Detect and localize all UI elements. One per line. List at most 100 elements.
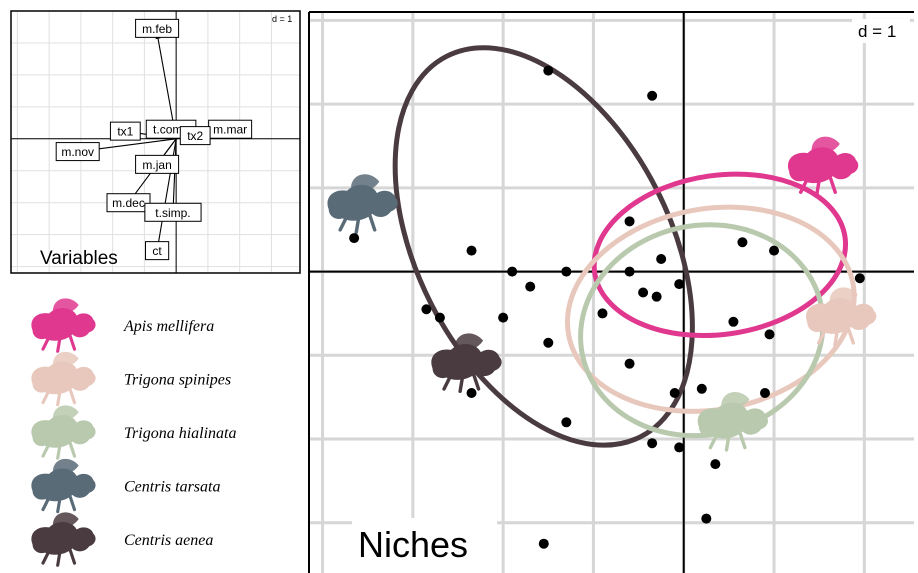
niche-points [349,65,865,549]
niches-scale-label: d = 1 [858,22,896,41]
niche-silhouette-apis-mellifera [788,136,859,197]
variable-label-m-nov-box [55,142,100,162]
niche-point [349,233,360,244]
legend-label-centris-aenea: Centris aenea [124,532,213,549]
niche-point [543,337,554,348]
bee-body [31,308,96,341]
variable-label-m-jan: m.jan [142,158,171,172]
bee-body [31,415,96,448]
niche-ellipse-centris-aenea [392,45,695,448]
bee-legs [817,327,855,347]
bee-legs [442,373,481,393]
legend-icon-centris-tarsata [31,458,96,514]
bee-body [697,402,768,439]
bee-legs [41,388,77,407]
niche-point [638,287,649,298]
bee-body [31,468,96,502]
niche-point [624,358,635,369]
bee-body [431,344,502,380]
bee-body [788,147,859,184]
niche-ellipse-apis-mellifera [591,171,849,339]
legend-label-apis-mellifera: Apis mellifera [123,318,214,335]
variable-label-tx1-box [109,121,141,141]
niche-point [647,90,658,101]
niches-axes [309,12,914,573]
niche-silhouettes [327,136,877,452]
niche-point [737,237,748,248]
variable-label-m-feb: m.feb [142,22,172,36]
niche-point [760,387,771,398]
variable-label-m-nov: m.nov [61,145,94,159]
niche-silhouette-trigona-hialinata [697,391,768,452]
variables-frame [10,10,301,274]
variable-label-tx1: tx1 [117,125,133,139]
variables-scale-label: d = 1 [272,14,292,24]
niche-point [674,279,685,290]
legend-label-centris-tarsata: Centris tarsata [124,479,220,496]
bee-body [327,184,398,221]
bee-body [806,297,877,334]
variable-label-ct: ct [152,244,162,258]
niche-point [728,316,739,327]
legend-icon-trigona-spinipes [31,351,96,407]
legend-label-trigona-spinipes: Trigona spinipes [124,372,231,389]
niche-point [854,273,865,284]
variable-label-m-dec-box [106,193,151,213]
variable-arrow-t-simp [172,138,177,213]
niche-point [538,538,549,549]
variable-label-tx2-box [179,126,211,146]
bee-body [31,361,96,395]
niche-point [543,65,554,76]
bee-legs [41,441,77,460]
niche-point [498,312,509,323]
niches-title-box [352,518,497,573]
niche-point [561,417,572,428]
legend-label-trigona-hialinata: Trigona hialinata [124,425,236,442]
niche-point [769,245,780,256]
niche-silhouette-centris-aenea [431,333,502,393]
variable-label-t-simp-box [144,202,202,222]
niche-point [647,438,658,449]
niche-point [421,304,432,315]
bee-body [31,522,96,555]
niche-point [674,442,685,453]
bee-legs [41,334,77,353]
niche-point [701,513,712,524]
niche-ellipses [392,45,857,448]
niche-point [651,291,662,302]
niche-point [656,254,667,265]
variable-label-ct-box [144,241,170,261]
legend-icon-centris-aenea [31,512,96,567]
species-legend: Apis mellifera Trigona spinipes Trigona hi… [31,298,236,567]
niche-point [696,383,707,394]
niches-panel-title: Niches [358,524,468,565]
legend-icon-trigona-hialinata [31,405,96,460]
bee-legs [708,432,747,452]
bee-legs [798,176,837,197]
legend-icon-apis-mellifera [31,298,96,353]
niche-point [624,266,635,277]
niches-grid [309,12,914,573]
variable-label-m-dec: m.dec [112,196,145,210]
bee-legs [41,548,77,567]
niche-point [710,459,721,470]
variable-label-m-mar: m.mar [213,123,247,137]
variables-panel-title: Variables [40,248,118,269]
niche-point [669,387,680,398]
niche-point [434,312,445,323]
bee-legs [41,495,77,514]
niche-point [525,281,536,292]
niches-panel: d = 1 Niches [308,11,914,573]
variable-label-tx2: tx2 [187,129,203,143]
niche-point [597,308,608,319]
niche-point [624,216,635,227]
niche-silhouette-trigona-spinipes [806,287,877,347]
variable-label-m-jan-box [135,154,180,174]
niche-point [466,245,477,256]
niche-point [764,329,775,340]
variable-label-t-simp: t.simp. [155,206,190,220]
bee-legs [338,214,377,234]
